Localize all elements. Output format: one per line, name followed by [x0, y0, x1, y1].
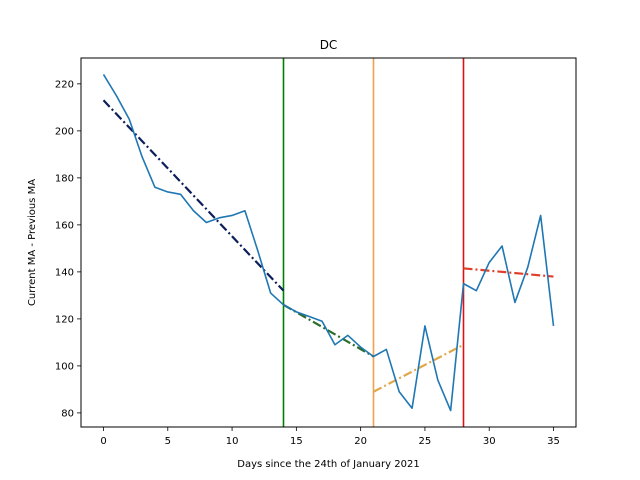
y-axis-label: Current MA - Previous MA [27, 179, 38, 306]
y-tick-label: 180 [55, 173, 74, 184]
y-tick-label: 100 [55, 361, 74, 372]
trendline-0 [102, 99, 285, 292]
series [102, 74, 555, 412]
y-tick-label: 200 [55, 126, 74, 137]
x-axis-ticks: 0 5 10 15 20 25 30 35 [100, 427, 560, 447]
chart-title: DC [320, 38, 338, 52]
trendline-3 [463, 267, 554, 278]
x-tick-label: 10 [226, 436, 239, 447]
x-tick-label: 5 [165, 436, 171, 447]
y-tick-label: 220 [55, 79, 74, 90]
x-tick-label: 30 [483, 436, 496, 447]
x-tick-label: 35 [547, 436, 560, 447]
y-tick-label: 80 [61, 408, 74, 419]
x-tick-label: 25 [419, 436, 432, 447]
y-axis-ticks: 80 100 120 140 160 180 200 220 [55, 79, 81, 419]
x-axis-label: Days since the 24th of January 2021 [237, 459, 419, 470]
y-tick-label: 120 [55, 314, 74, 325]
trendlines [102, 99, 554, 393]
series-line-0 [102, 74, 555, 412]
y-tick-label: 160 [55, 220, 74, 231]
phase-lines [282, 58, 465, 427]
x-tick-label: 20 [354, 436, 367, 447]
y-tick-label: 140 [55, 267, 74, 278]
x-tick-label: 15 [290, 436, 303, 447]
x-tick-label: 0 [100, 436, 106, 447]
plot-frame [80, 57, 577, 428]
